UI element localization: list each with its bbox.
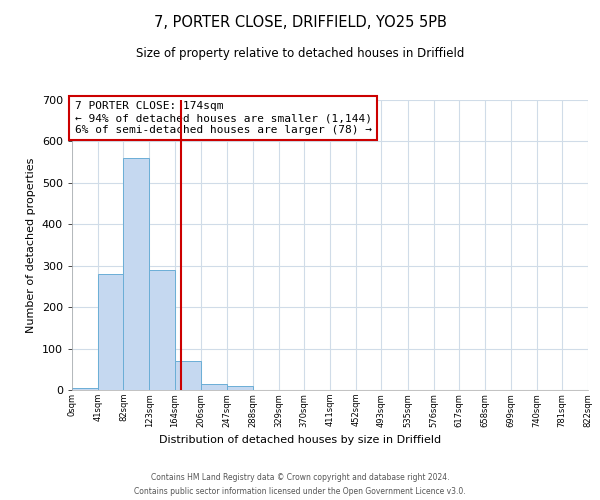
- Text: Distribution of detached houses by size in Driffield: Distribution of detached houses by size …: [159, 435, 441, 445]
- Y-axis label: Number of detached properties: Number of detached properties: [26, 158, 36, 332]
- Text: Contains HM Land Registry data © Crown copyright and database right 2024.: Contains HM Land Registry data © Crown c…: [151, 472, 449, 482]
- Bar: [72, 388, 98, 390]
- Text: 7, PORTER CLOSE, DRIFFIELD, YO25 5PB: 7, PORTER CLOSE, DRIFFIELD, YO25 5PB: [154, 15, 446, 30]
- Text: Contains public sector information licensed under the Open Government Licence v3: Contains public sector information licen…: [134, 488, 466, 496]
- Bar: [202, 384, 227, 390]
- Text: Size of property relative to detached houses in Driffield: Size of property relative to detached ho…: [136, 48, 464, 60]
- Bar: [98, 274, 124, 390]
- Bar: [227, 386, 253, 390]
- Bar: [175, 361, 200, 390]
- Bar: [124, 158, 149, 390]
- Text: 7 PORTER CLOSE: 174sqm
← 94% of detached houses are smaller (1,144)
6% of semi-d: 7 PORTER CLOSE: 174sqm ← 94% of detached…: [74, 102, 371, 134]
- Bar: [149, 270, 175, 390]
